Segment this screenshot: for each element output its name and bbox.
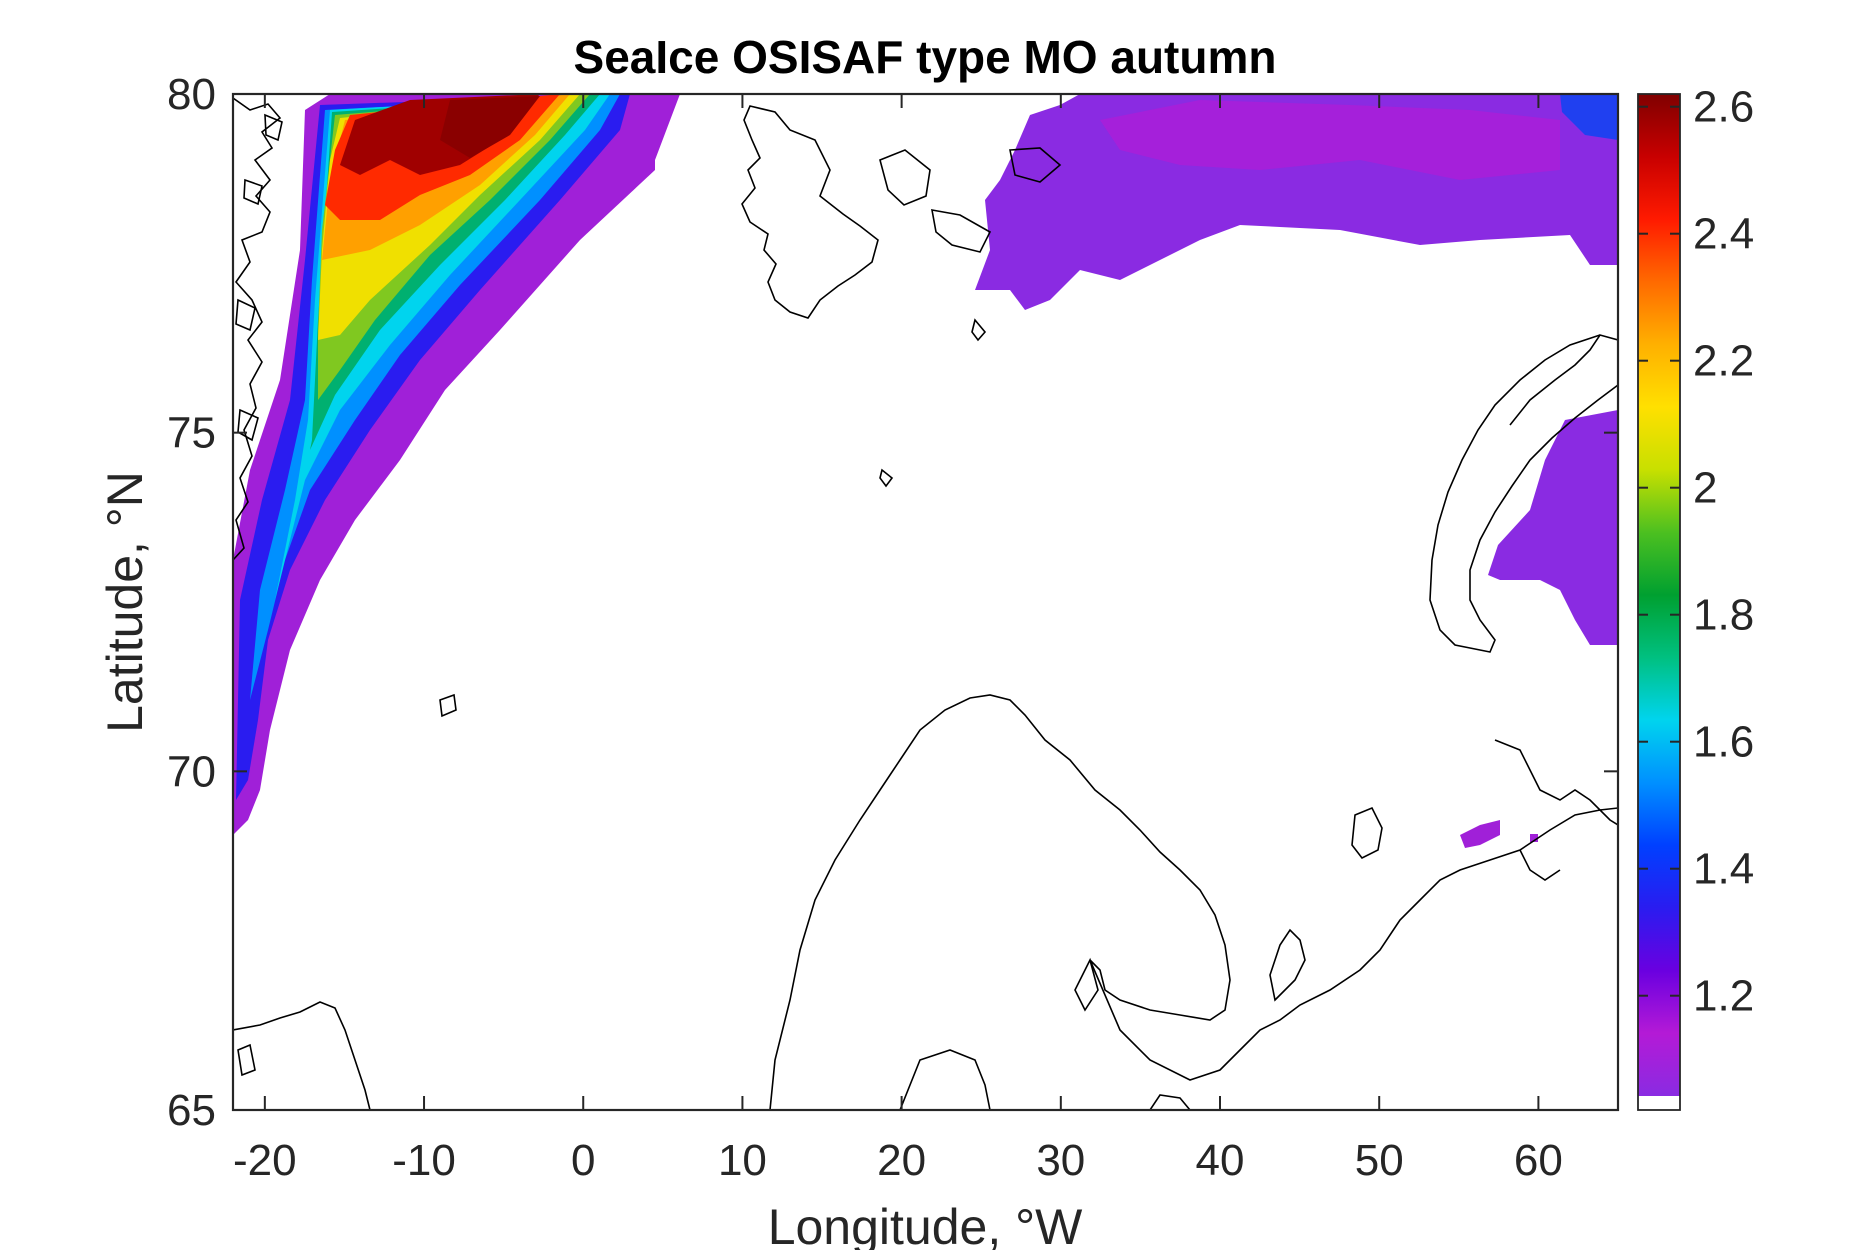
colorbar-tick-label: 1.8 [1693,591,1754,640]
colorbar-tick-label: 2.2 [1693,337,1754,386]
colorbar-tick-label: 2.6 [1693,83,1754,132]
ice-region-white-sea [1460,820,1538,848]
x-tick-label: 40 [1196,1136,1245,1185]
y-tick-label: 70 [167,747,216,796]
y-axis: 65 70 75 80 [167,70,1618,1135]
x-axis: -20 -10 0 10 20 30 40 50 60 [233,94,1563,1185]
x-tick-label: 20 [877,1136,926,1185]
x-tick-label: 30 [1036,1136,1085,1185]
ice-region-barents [975,94,1618,310]
colorbar-ticks: 1.2 1.4 1.6 1.8 2 2.2 2.4 2.6 [1638,83,1754,1021]
colorbar-gradient [1638,94,1680,1110]
x-tick-label: 0 [571,1136,595,1185]
colorbar: 1.2 1.4 1.6 1.8 2 2.2 2.4 2.6 [1637,83,1754,1111]
x-tick-label: 10 [718,1136,767,1185]
plot-area [233,94,1618,1110]
y-tick-label: 75 [167,409,216,458]
coastlines [233,97,1618,1110]
colorbar-tick-label: 1.2 [1693,972,1754,1021]
colorbar-tick-label: 2.4 [1693,210,1754,259]
x-tick-label: -20 [233,1136,297,1185]
x-tick-label: 50 [1355,1136,1404,1185]
y-axis-label: Latitude, °N [97,471,153,733]
colorbar-frame [1637,93,1681,1111]
colorbar-tick-label: 2 [1693,464,1717,513]
colorbar-tick-label: 1.4 [1693,845,1754,894]
x-axis-label: Longitude, °W [768,1199,1083,1250]
ice-region-east-greenland [233,94,680,835]
plot-frame [231,92,1620,1112]
ice-region-kara [1488,410,1618,645]
x-tick-label: -10 [392,1136,456,1185]
x-tick-label: 60 [1514,1136,1563,1185]
colorbar-tick-label: 1.6 [1693,718,1754,767]
chart-title: SeaIce OSISAF type MO autumn [574,31,1277,83]
y-tick-label: 65 [167,1086,216,1135]
y-tick-label: 80 [167,70,216,119]
